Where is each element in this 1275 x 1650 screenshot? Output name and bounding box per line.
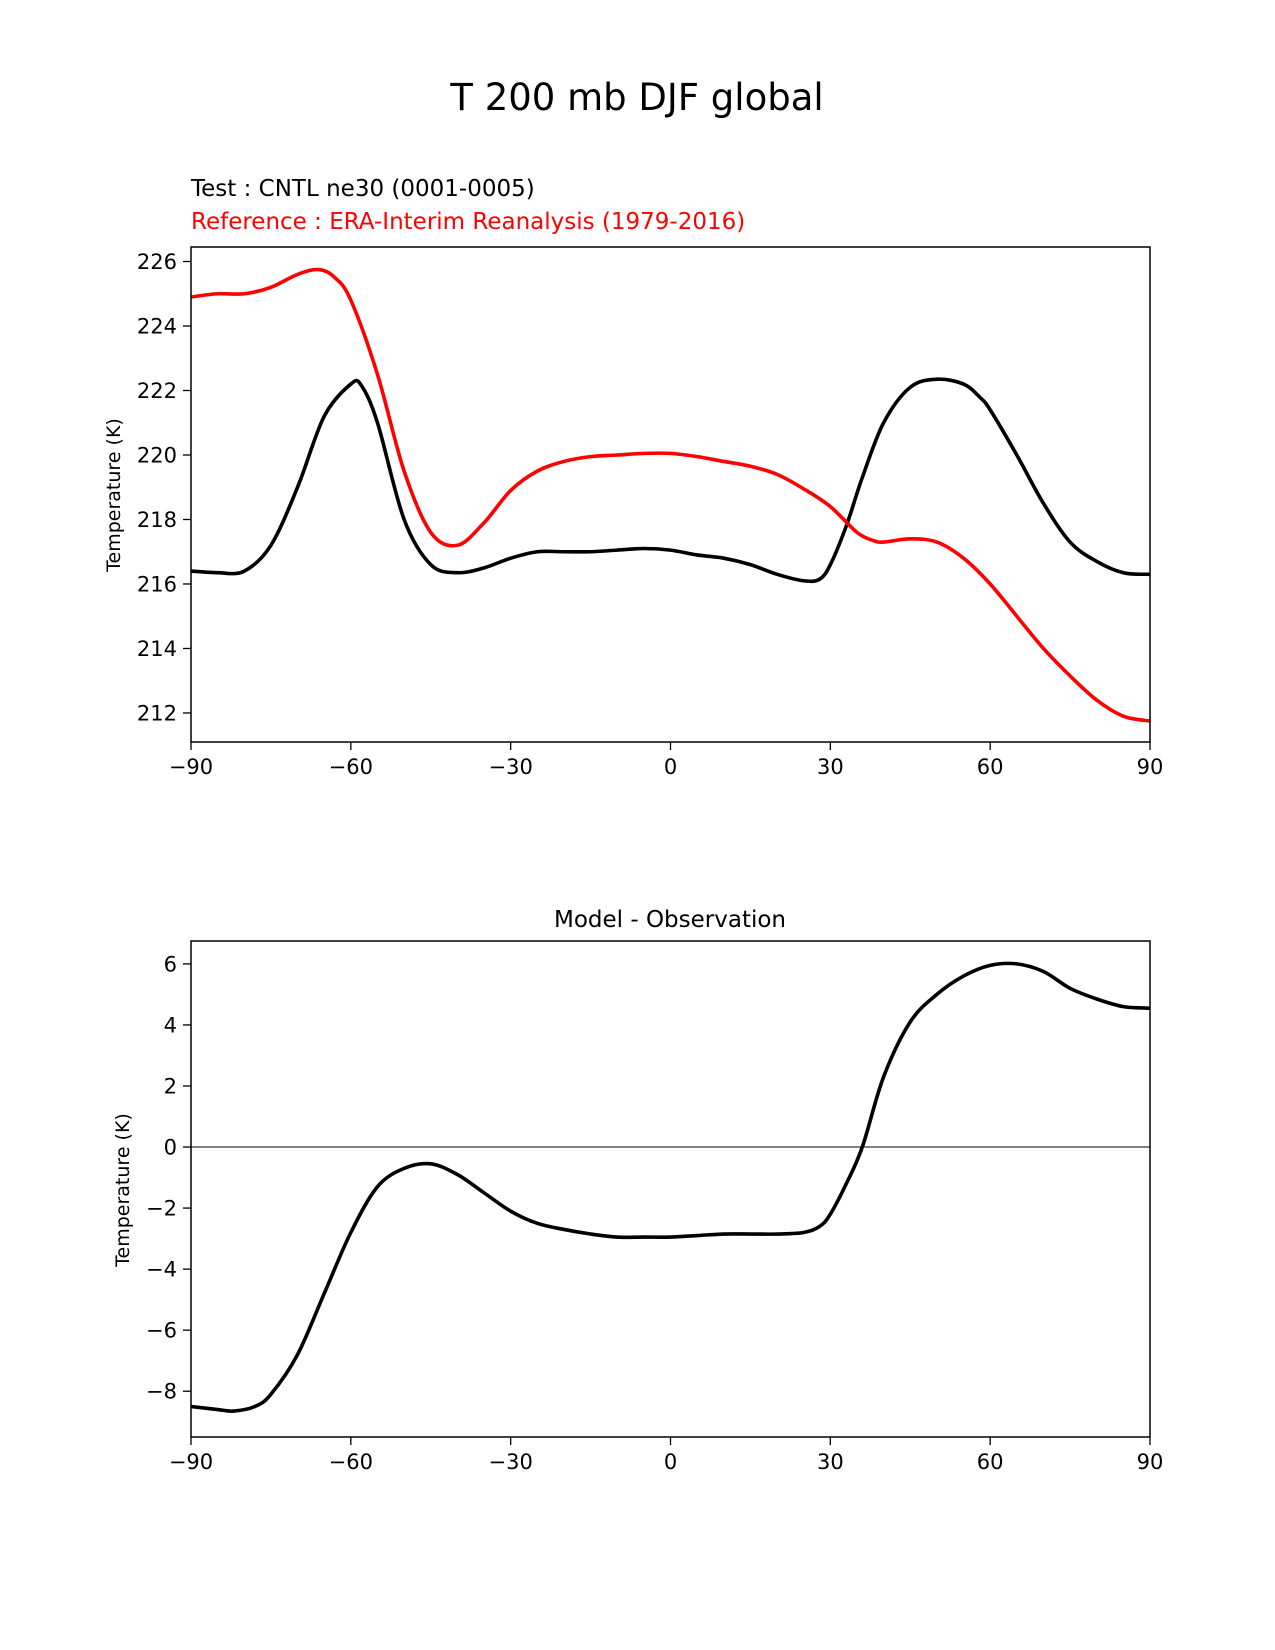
ytick-label: 218 [137,508,177,532]
ytick-label: 226 [137,250,177,274]
ytick-label: −6 [146,1319,177,1343]
xtick-label: 90 [1137,755,1164,779]
ytick-label: −4 [146,1258,177,1282]
ytick-label: −2 [146,1197,177,1221]
ytick-label: 224 [137,315,177,339]
xtick-label: −30 [489,1450,533,1474]
top-panel: Test : CNTL ne30 (0001-0005) Reference :… [103,176,1163,779]
xtick-label: 30 [817,1450,844,1474]
ytick-label: 0 [164,1136,177,1160]
bottom-panel: Model - Observation Temperature (K) −90−… [112,907,1163,1474]
xtick-label: −90 [169,1450,213,1474]
ytick-label: 212 [137,701,177,725]
xtick-label: −60 [329,755,373,779]
xtick-label: −30 [489,755,533,779]
ytick-label: 222 [137,379,177,403]
top-ylabel: Temperature (K) [103,418,125,573]
top-plot-area: −90 −60 −30 0 30 60 90 212 214 216 218 220 222 224 226 [137,250,1163,779]
ytick-label: −8 [146,1380,177,1404]
ytick-label: 2 [164,1074,177,1098]
ytick-label: 214 [137,637,177,661]
bottom-plot-area: −90 −60 −30 0 30 60 90 −8 −6 −4 −2 0 2 4 6 [146,952,1163,1474]
ytick-label: 216 [137,572,177,596]
xtick-label: 0 [664,755,677,779]
series-line-model-observation [190,961,1151,1413]
bottom-ylabel: Temperature (K) [112,1113,134,1268]
series-line-test [190,377,1151,584]
xtick-label: −90 [169,755,213,779]
reference-label: Reference : ERA-Interim Reanalysis (1979… [191,209,745,235]
xtick-label: 30 [817,755,844,779]
ytick-label: 4 [164,1013,177,1037]
xtick-label: −60 [329,1450,373,1474]
test-label: Test : CNTL ne30 (0001-0005) [190,176,535,202]
xtick-label: 90 [1137,1450,1164,1474]
ytick-label: 6 [164,952,177,976]
xtick-label: 60 [977,1450,1004,1474]
figure-suptitle: T 200 mb DJF global [449,76,823,119]
xtick-label: 0 [664,1450,677,1474]
ytick-label: 220 [137,443,177,467]
xtick-label: 60 [977,755,1004,779]
top-axes-frame [190,246,1151,743]
series-line-reference [190,267,1151,723]
bottom-axes-frame [190,940,1151,1438]
bottom-title: Model - Observation [554,907,786,933]
